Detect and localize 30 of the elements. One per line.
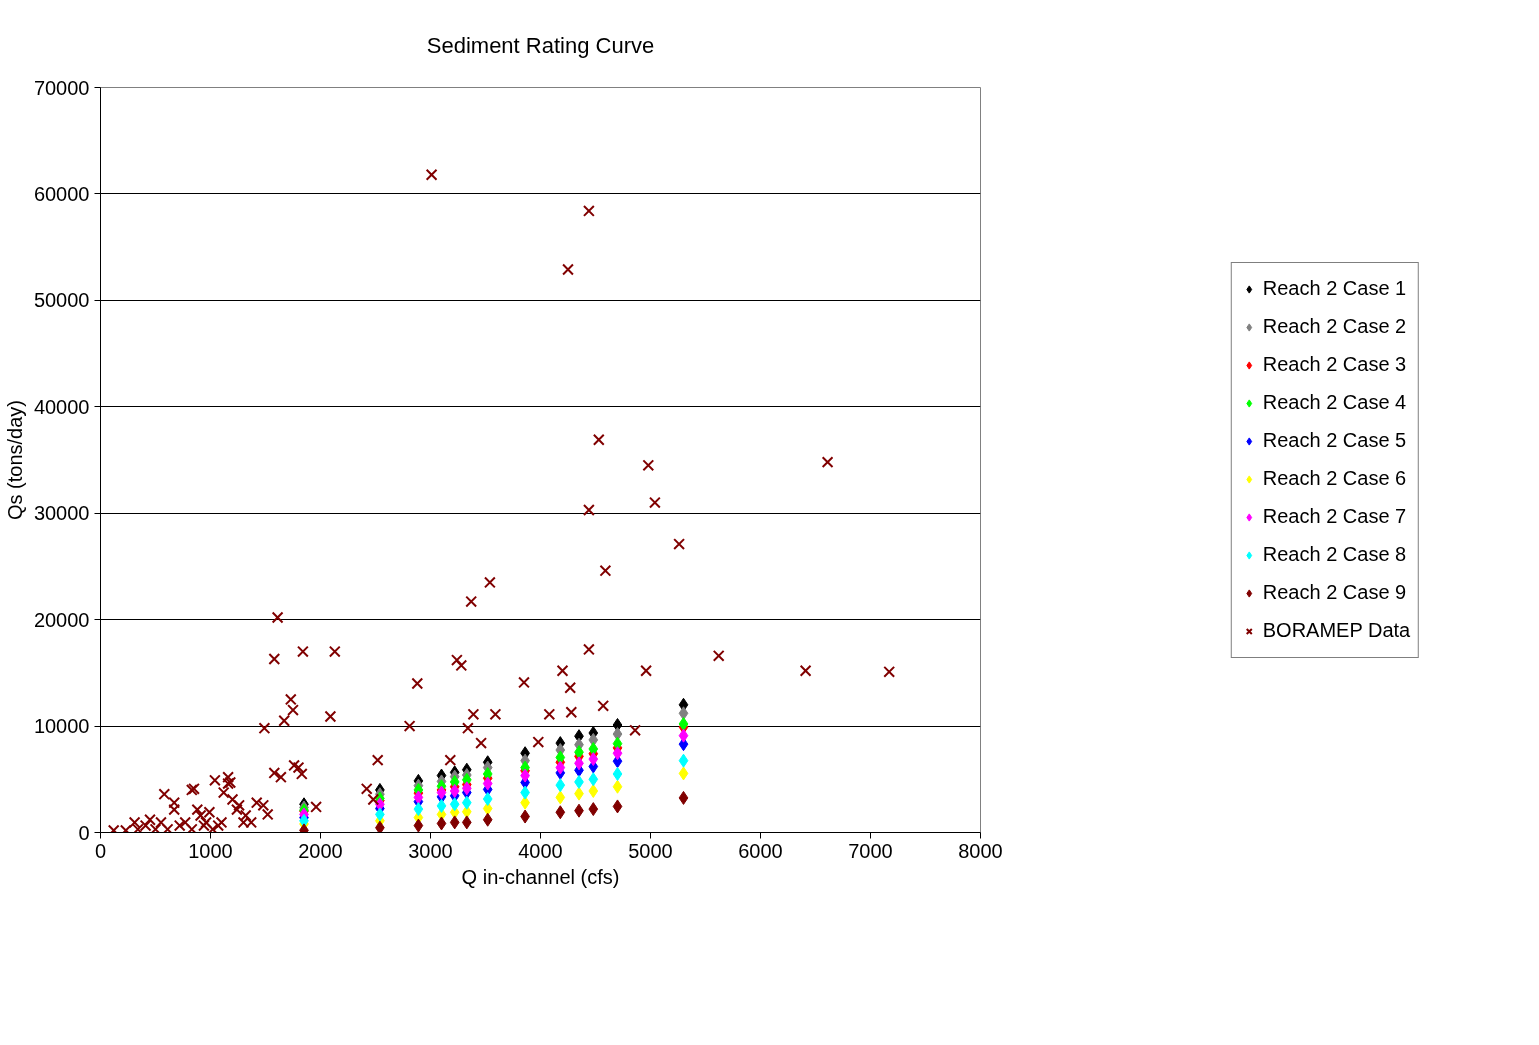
y-tick-label: 70000 [33,76,90,99]
legend-label: Reach 2 Case 6 [1262,466,1407,491]
legend-label: BORAMEP Data [1262,618,1411,643]
y-tick-label: 0 [78,821,90,844]
legend-label: Reach 2 Case 2 [1262,314,1407,339]
x-tick-label: 6000 [738,839,783,862]
legend-label: Reach 2 Case 9 [1262,580,1407,605]
x-tick-label: 7000 [848,839,893,862]
y-tick-label: 20000 [33,608,90,631]
legend-label: Reach 2 Case 4 [1262,390,1407,415]
x-tick-label: 8000 [958,839,1003,862]
x-tick-label: 1000 [188,839,233,862]
legend-label: Reach 2 Case 7 [1262,504,1407,529]
y-tick-label: 30000 [33,502,90,525]
y-tick-label: 10000 [33,715,90,738]
x-tick-label: 2000 [298,839,343,862]
x-tick-label: 3000 [408,839,453,862]
x-tick-label: 0 [94,839,107,862]
y-tick-label: 40000 [33,395,90,418]
y-tick-label: 50000 [33,289,90,312]
x-tick-label: 4000 [518,839,563,862]
legend-label: Reach 2 Case 5 [1262,428,1407,453]
legend-label: Reach 2 Case 8 [1262,542,1407,567]
legend-label: Reach 2 Case 1 [1262,276,1407,301]
chart-title: Sediment Rating Curve [426,32,655,58]
y-axis-title: Qs (tons/day) [3,399,26,521]
x-tick-label: 5000 [628,839,673,862]
x-axis-title: Q in-channel (cfs) [461,865,620,888]
legend-label: Reach 2 Case 3 [1262,352,1407,377]
y-tick-label: 60000 [33,182,90,205]
